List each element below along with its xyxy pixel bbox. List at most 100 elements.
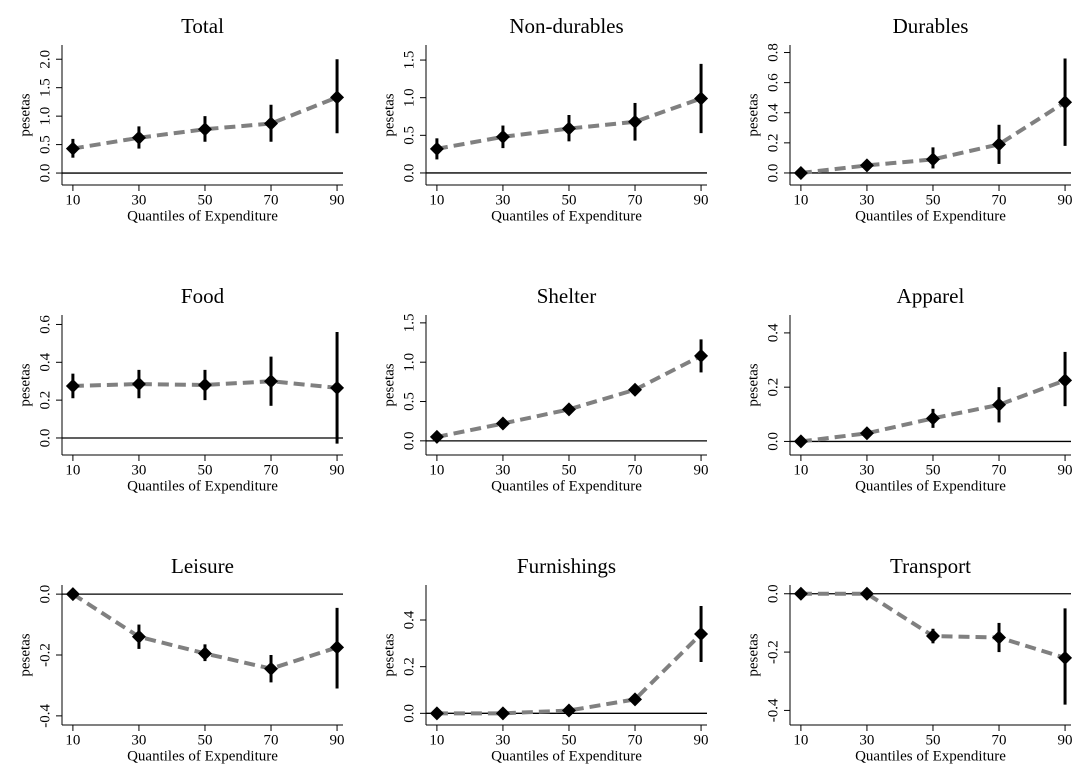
x-tick-label: 10 bbox=[793, 192, 808, 208]
y-tick-label: 0.4 bbox=[37, 352, 53, 371]
y-tick-label: 1.5 bbox=[401, 313, 417, 332]
x-tick-label: 70 bbox=[992, 462, 1007, 478]
x-tick-label: 50 bbox=[925, 192, 940, 208]
x-tick-label: 70 bbox=[264, 462, 279, 478]
y-tick-label: 0.4 bbox=[765, 323, 781, 342]
y-tick-label: 0.5 bbox=[401, 126, 417, 145]
marker bbox=[992, 630, 1007, 645]
marker bbox=[1058, 373, 1073, 388]
x-tick-label: 90 bbox=[330, 732, 345, 748]
y-tick-label: 0.0 bbox=[765, 432, 781, 451]
x-tick-label: 30 bbox=[859, 732, 874, 748]
marker bbox=[197, 122, 212, 137]
chart-title: Durables bbox=[893, 14, 969, 38]
x-tick-label: 50 bbox=[925, 732, 940, 748]
x-tick-label: 90 bbox=[330, 462, 345, 478]
x-tick-label: 90 bbox=[694, 192, 709, 208]
y-tick-label: 0.8 bbox=[765, 43, 781, 62]
estimate-line bbox=[800, 378, 1066, 444]
chart-title: Leisure bbox=[171, 554, 234, 578]
y-tick-label: 0.2 bbox=[401, 657, 417, 676]
y-tick-label: 0.6 bbox=[37, 315, 53, 334]
marker bbox=[793, 434, 808, 449]
x-tick-label: 30 bbox=[131, 732, 146, 748]
x-tick-label: 70 bbox=[264, 192, 279, 208]
x-tick-label: 30 bbox=[859, 192, 874, 208]
x-axis-label: Quantiles of Expenditure bbox=[127, 748, 278, 764]
marker bbox=[330, 90, 345, 105]
x-tick-label: 70 bbox=[992, 192, 1007, 208]
x-tick-label: 90 bbox=[330, 192, 345, 208]
marker bbox=[628, 382, 643, 397]
marker bbox=[561, 402, 576, 417]
y-axis-label: pesetas bbox=[745, 93, 761, 136]
marker bbox=[1058, 95, 1073, 110]
marker bbox=[197, 378, 212, 392]
marker bbox=[429, 141, 444, 156]
y-tick-label: 1.0 bbox=[401, 88, 417, 107]
x-tick-label: 90 bbox=[694, 732, 709, 748]
marker bbox=[628, 692, 643, 707]
marker bbox=[1058, 650, 1073, 665]
x-tick-label: 50 bbox=[561, 192, 576, 208]
y-tick-label: 0.0 bbox=[765, 584, 781, 603]
marker bbox=[330, 380, 345, 395]
x-tick-label: 30 bbox=[495, 462, 510, 478]
x-tick-label: 50 bbox=[925, 462, 940, 478]
marker bbox=[264, 116, 279, 131]
y-tick-label: 0.4 bbox=[401, 610, 417, 629]
marker bbox=[495, 416, 510, 431]
marker bbox=[65, 587, 80, 602]
marker bbox=[65, 141, 80, 156]
y-tick-label: 0.0 bbox=[765, 164, 781, 183]
x-tick-label: 50 bbox=[561, 732, 576, 748]
x-tick-label: 10 bbox=[65, 192, 80, 208]
marker bbox=[197, 646, 212, 661]
marker bbox=[330, 640, 345, 655]
marker bbox=[992, 137, 1007, 152]
x-tick-label: 90 bbox=[694, 462, 709, 478]
y-tick-label: 0.2 bbox=[37, 391, 53, 410]
marker bbox=[264, 374, 279, 389]
marker bbox=[131, 130, 146, 145]
marker bbox=[65, 378, 80, 393]
marker bbox=[429, 706, 444, 721]
y-tick-label: 0.0 bbox=[401, 431, 417, 450]
y-axis-label: pesetas bbox=[17, 93, 33, 136]
x-tick-label: 50 bbox=[197, 462, 212, 478]
x-axis-label: Quantiles of Expenditure bbox=[491, 478, 642, 494]
x-tick-label: 50 bbox=[561, 462, 576, 478]
x-tick-label: 90 bbox=[1058, 732, 1073, 748]
chart-title: Shelter bbox=[537, 284, 596, 308]
x-axis-label: Quantiles of Expenditure bbox=[491, 748, 642, 764]
x-tick-label: 90 bbox=[1058, 192, 1073, 208]
y-tick-label: 0.5 bbox=[401, 392, 417, 411]
x-tick-label: 70 bbox=[628, 192, 643, 208]
marker bbox=[694, 348, 709, 363]
y-tick-label: 0.2 bbox=[765, 378, 781, 397]
x-tick-label: 30 bbox=[131, 192, 146, 208]
x-axis-label: Quantiles of Expenditure bbox=[855, 478, 1006, 494]
estimate-line bbox=[72, 95, 338, 151]
marker bbox=[131, 377, 146, 392]
chart-title: Transport bbox=[890, 554, 971, 578]
marker bbox=[793, 586, 808, 601]
y-tick-label: -0.4 bbox=[765, 698, 781, 722]
y-tick-label: 1.5 bbox=[37, 78, 53, 97]
chart-title: Furnishings bbox=[517, 554, 616, 578]
y-tick-label: 1.5 bbox=[401, 51, 417, 70]
y-tick-label: 0.6 bbox=[765, 73, 781, 92]
x-axis-label: Quantiles of Expenditure bbox=[127, 478, 278, 494]
y-tick-label: -0.2 bbox=[765, 640, 781, 664]
x-tick-label: 10 bbox=[793, 732, 808, 748]
marker bbox=[495, 706, 510, 721]
y-tick-label: 0.5 bbox=[37, 135, 53, 154]
marker bbox=[925, 152, 940, 167]
x-tick-label: 70 bbox=[992, 732, 1007, 748]
y-axis-label: pesetas bbox=[381, 633, 397, 676]
y-tick-label: 1.0 bbox=[37, 107, 53, 126]
marker bbox=[859, 158, 874, 173]
x-tick-label: 50 bbox=[197, 192, 212, 208]
x-tick-label: 10 bbox=[429, 462, 444, 478]
